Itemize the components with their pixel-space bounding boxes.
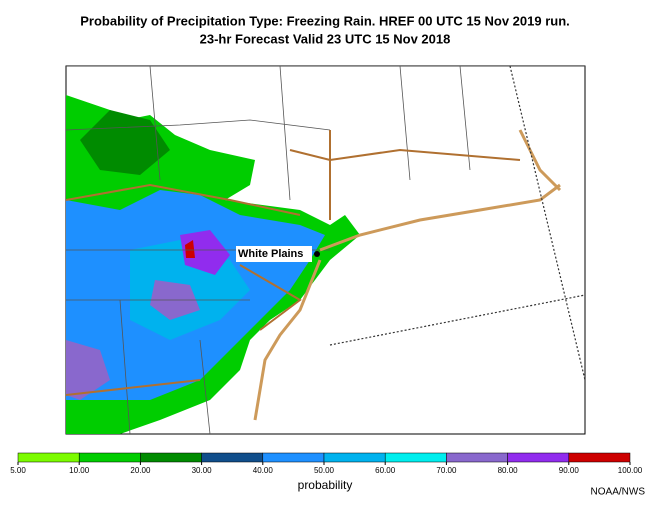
colorbar-segment	[384, 452, 447, 463]
colorbar-segment	[446, 452, 508, 463]
state-lines	[66, 130, 521, 396]
map: White Plains	[65, 65, 586, 435]
title-line: Probability of Precipitation Type: Freez…	[80, 13, 570, 28]
precip-area	[66, 340, 110, 400]
colorbar-segment	[78, 452, 141, 463]
county-lines	[66, 66, 585, 434]
colorbar-tick-label: 40.00	[253, 466, 274, 475]
colorbar-tick-label: 60.00	[375, 466, 396, 475]
colorbar-label: probability	[298, 478, 353, 492]
place-label: White Plains	[238, 248, 303, 260]
colorbar-tick-label: 50.00	[314, 466, 335, 475]
colorbar-tick-label: 100.00	[618, 466, 643, 475]
colorbar-tick-label: 80.00	[498, 466, 519, 475]
colorbar-segment	[507, 452, 570, 463]
colorbar-tick-label: 20.00	[130, 466, 151, 475]
place-marker	[314, 251, 320, 257]
colorbar-segment	[262, 452, 325, 463]
colorbar-segment	[323, 452, 386, 463]
coastline	[253, 129, 562, 421]
colorbar-tick-label: 70.00	[436, 466, 457, 475]
title-line: 23-hr Forecast Valid 23 UTC 15 Nov 2018	[200, 31, 451, 46]
colorbar-tick-label: 90.00	[559, 466, 580, 475]
colorbar-tick-label: 5.00	[10, 466, 26, 475]
colorbar-tick-label: 10.00	[69, 466, 90, 475]
label-bg	[236, 246, 312, 262]
colorbar-tick-label: 30.00	[192, 466, 213, 475]
colorbar: 5.00 10.00 20.00 30.00 40.00 50.00 60.00 70.00 8…	[10, 452, 643, 475]
grid-line	[329, 66, 585, 381]
colorbar-segment	[140, 452, 202, 463]
colorbar-segment	[568, 452, 631, 463]
credit: NOAA/NWS	[591, 487, 646, 498]
colorbar-segment	[201, 452, 264, 463]
precip-area	[185, 240, 195, 258]
colorbar-segment	[17, 452, 80, 463]
